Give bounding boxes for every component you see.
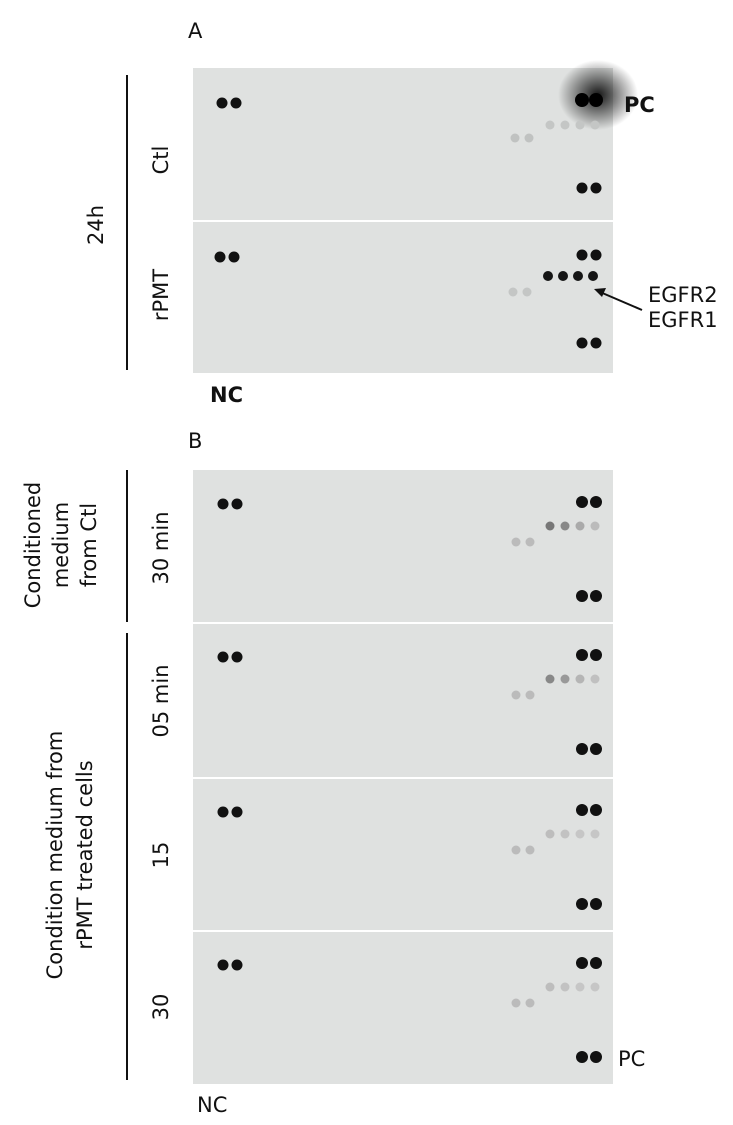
spot: [591, 121, 600, 130]
panel-label: A: [188, 19, 203, 43]
group-label: Conditioned: [21, 482, 45, 608]
spot: [576, 590, 588, 602]
spot: [523, 288, 532, 297]
spot: [561, 830, 570, 839]
spot: [590, 1051, 602, 1063]
spot: [576, 496, 588, 508]
spot: [509, 288, 518, 297]
spot: [526, 691, 535, 700]
nc-label: NC: [210, 383, 243, 407]
spot: [590, 590, 602, 602]
spot: [576, 121, 585, 130]
spot: [576, 983, 585, 992]
spot: [590, 804, 602, 816]
spot: [591, 522, 600, 531]
row-label: rPMT: [149, 269, 173, 321]
panel-label: B: [188, 429, 202, 453]
spot: [591, 983, 600, 992]
spot: [218, 499, 229, 510]
spot: [576, 649, 588, 661]
spot: [232, 499, 243, 510]
pc-label: PC: [618, 1047, 645, 1071]
spot: [546, 830, 555, 839]
spot: [590, 898, 602, 910]
spot: [591, 183, 602, 194]
spot: [232, 652, 243, 663]
row-label: 15: [149, 842, 173, 869]
group-label: 24h: [84, 205, 108, 245]
spot: [591, 830, 600, 839]
group-label: Condition medium from: [43, 731, 67, 980]
spot: [526, 846, 535, 855]
spot: [576, 898, 588, 910]
spot: [217, 98, 228, 109]
spot: [590, 496, 602, 508]
spot: [546, 121, 555, 130]
arrow-label: EGFR2: [648, 283, 718, 307]
figure: A 24h Ctl rPMT PC EGFR2 EGFR1 NC B Condi…: [0, 0, 733, 1121]
spot: [512, 691, 521, 700]
spot: [218, 960, 229, 971]
spot: [546, 522, 555, 531]
spot: [577, 250, 588, 261]
group-label: from Ctl: [77, 503, 101, 587]
row-label: 30: [149, 994, 173, 1021]
spot: [546, 983, 555, 992]
spot: [576, 830, 585, 839]
spot: [512, 846, 521, 855]
spot: [577, 183, 588, 194]
spot: [231, 98, 242, 109]
spot: [590, 957, 602, 969]
row-label: 05 min: [149, 665, 173, 738]
page: { "panel_a": { "label": "A", "group_labe…: [0, 0, 733, 1121]
nc-label: NC: [197, 1093, 227, 1117]
group-label: medium: [49, 502, 73, 588]
spot: [218, 652, 229, 663]
spot: [576, 957, 588, 969]
spot: [576, 1051, 588, 1063]
group-label: rPMT treated cells: [73, 760, 97, 949]
spot: [229, 252, 240, 263]
spot: [543, 271, 553, 281]
spot: [526, 538, 535, 547]
spot: [589, 93, 603, 107]
spot: [591, 675, 600, 684]
spot: [577, 338, 588, 349]
spot: [561, 675, 570, 684]
spot: [218, 807, 229, 818]
row-label: 30 min: [149, 512, 173, 585]
spot: [576, 804, 588, 816]
spot: [561, 121, 570, 130]
spot: [561, 522, 570, 531]
spot: [576, 743, 588, 755]
spot: [525, 134, 534, 143]
spot: [591, 338, 602, 349]
spot: [575, 93, 589, 107]
spot: [546, 675, 555, 684]
spot: [512, 538, 521, 547]
spot: [576, 675, 585, 684]
row-label: Ctl: [149, 146, 173, 175]
spot: [561, 983, 570, 992]
spot: [588, 271, 598, 281]
spot: [573, 271, 583, 281]
spot: [526, 999, 535, 1008]
spot: [590, 649, 602, 661]
spot: [591, 250, 602, 261]
pc-label: PC: [624, 93, 655, 117]
spot: [511, 134, 520, 143]
spot: [215, 252, 226, 263]
spot: [558, 271, 568, 281]
spot: [576, 522, 585, 531]
spot: [232, 807, 243, 818]
spot: [590, 743, 602, 755]
spot: [232, 960, 243, 971]
arrow-label: EGFR1: [648, 308, 718, 332]
spot: [512, 999, 521, 1008]
